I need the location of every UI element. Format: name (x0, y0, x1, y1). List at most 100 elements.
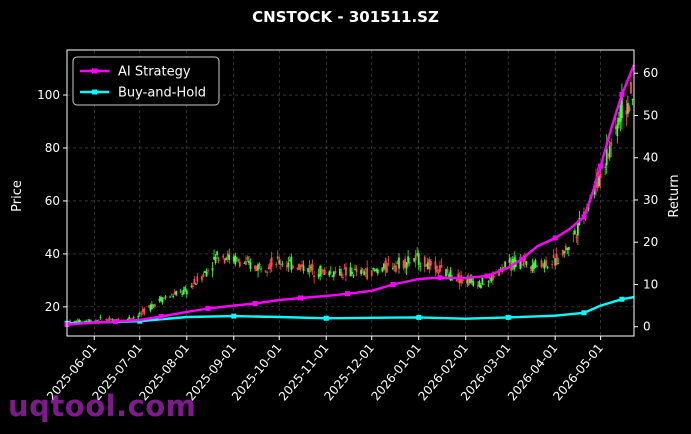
candle-body (492, 275, 494, 281)
legend-marker (92, 68, 97, 74)
tick-label-right: 60 (643, 66, 658, 80)
candle-body (354, 269, 356, 270)
candle-body (105, 319, 108, 320)
candle-body (546, 266, 549, 269)
candle-body (476, 284, 479, 287)
candle-body (117, 319, 120, 321)
candle-body (266, 272, 269, 274)
candle-body (331, 275, 334, 277)
tick-label-left: 100 (37, 88, 60, 102)
candle-body (232, 256, 235, 262)
candle-body (396, 262, 399, 264)
series-marker (581, 310, 587, 316)
series-marker (297, 295, 303, 301)
candle-body (328, 271, 331, 276)
candle-body (530, 266, 532, 270)
candle-body (249, 262, 252, 269)
series-marker (390, 281, 396, 287)
candle-body (201, 276, 203, 281)
candle-body (470, 277, 473, 283)
candle-body (319, 265, 322, 276)
candle-body (322, 269, 325, 272)
candle-body (596, 172, 599, 189)
candle-body (163, 297, 165, 299)
tick-label-right: 30 (643, 193, 658, 207)
candle-body (110, 318, 112, 320)
candle-body (520, 263, 523, 266)
candle-body (436, 266, 438, 273)
candle-body (363, 271, 366, 275)
candle-body (519, 258, 522, 269)
series-marker (113, 319, 119, 325)
candle-body (234, 255, 237, 265)
candle-body (76, 320, 79, 324)
candle-body (364, 272, 367, 274)
series-marker (137, 318, 143, 324)
candle-body (138, 312, 141, 314)
candle-body (617, 118, 620, 125)
right-axis-ticks: 0 10 20 30 40 50 60 (634, 66, 658, 334)
candle-body (308, 264, 311, 273)
candle-body (426, 262, 429, 270)
series-marker (552, 235, 558, 241)
candle-body (310, 267, 312, 269)
candle-body (235, 257, 238, 259)
candle-body (531, 264, 534, 271)
series-marker (519, 256, 525, 262)
series-marker (344, 291, 350, 297)
candle-body (504, 261, 507, 268)
candle-body (111, 319, 114, 321)
series-marker (598, 163, 604, 169)
candle-body (96, 320, 99, 322)
y-axis-label-right: Return (667, 174, 682, 217)
legend-marker (92, 89, 97, 95)
candle-body (614, 126, 617, 129)
candle-body (243, 263, 246, 264)
watermark: uqtool.com (8, 389, 197, 423)
candle-body (382, 263, 385, 269)
candle-body (264, 271, 267, 272)
series-marker (416, 314, 422, 320)
candle-body (490, 277, 493, 282)
candle-body (619, 105, 622, 122)
candle-body (108, 317, 111, 321)
candle-body (254, 265, 256, 270)
candle-body (288, 260, 291, 262)
candle-body (343, 268, 346, 270)
candle-body (285, 265, 288, 268)
candle-body (164, 296, 167, 298)
candle-body (147, 306, 150, 308)
candle-body (417, 253, 420, 266)
candle-body (172, 296, 175, 297)
candle-body (404, 258, 406, 268)
candle-body (483, 283, 485, 285)
price-candles (67, 69, 634, 326)
candle-body (472, 281, 475, 286)
candle-body (340, 271, 343, 277)
candle-body (387, 262, 390, 264)
candle-body (88, 319, 91, 323)
candle-body (107, 319, 109, 321)
grid (67, 50, 634, 336)
candle-body (487, 281, 490, 283)
candle-body (508, 257, 511, 263)
tick-label-right: 20 (643, 235, 658, 249)
candle-body (190, 286, 193, 287)
candle-body (373, 270, 376, 272)
candle-body (281, 263, 284, 265)
y-axis-label-left: Price (10, 180, 25, 212)
candle-body (158, 298, 161, 302)
candle-body (392, 267, 394, 270)
candle-body (296, 268, 299, 270)
legend: AI Strategy Buy-and-Hold (72, 56, 220, 106)
legend-box (72, 56, 220, 106)
candle-body (302, 265, 305, 271)
candle-body (577, 220, 579, 236)
candle-body (260, 268, 262, 270)
candle-body (258, 264, 261, 265)
candle-body (608, 145, 611, 158)
candle-body (141, 308, 144, 313)
candle-body (405, 262, 408, 269)
series-line-buy-and-hold (66, 295, 635, 325)
